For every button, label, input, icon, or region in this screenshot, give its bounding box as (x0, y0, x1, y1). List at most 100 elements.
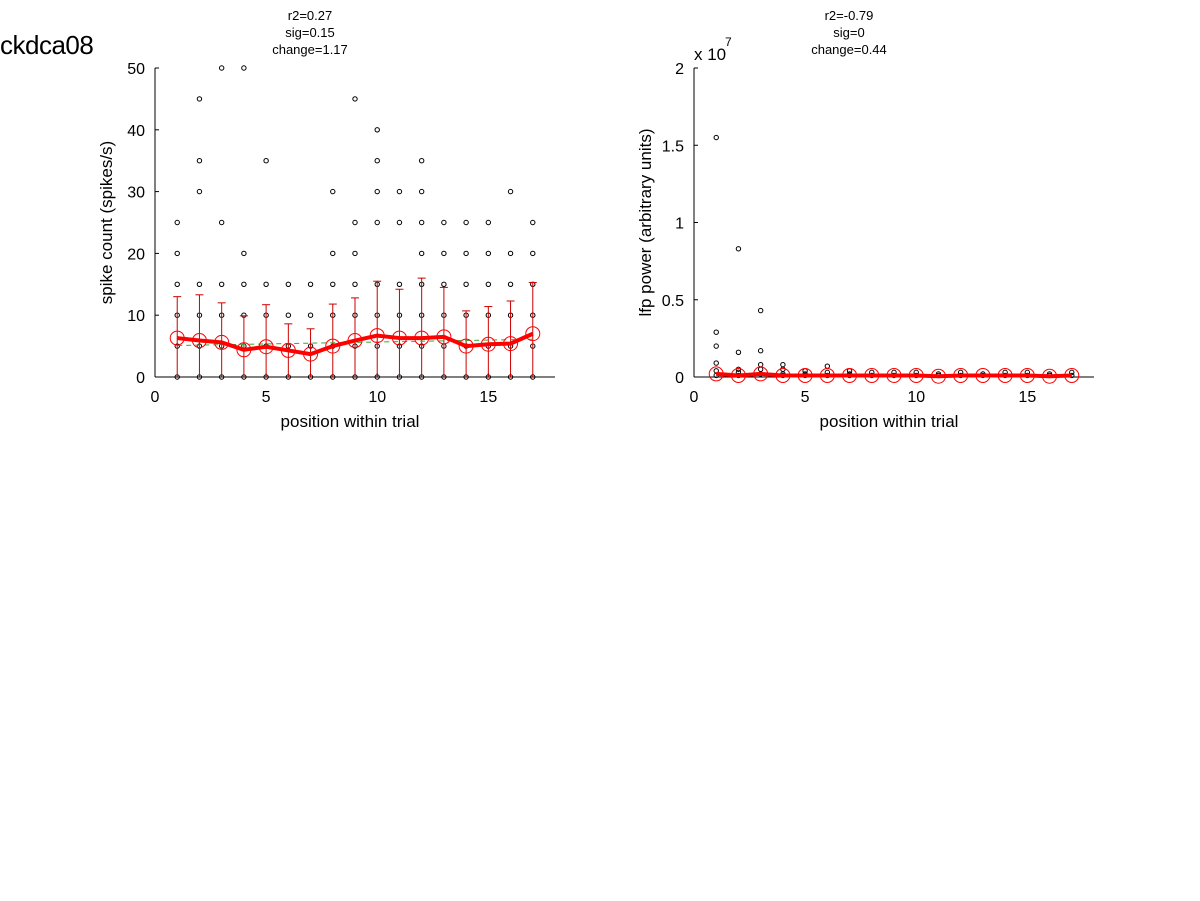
data-point (396, 281, 403, 287)
y-tick-label: 50 (127, 61, 145, 78)
mean-marker (369, 328, 385, 344)
mean-marker (730, 367, 746, 383)
chart-title-line: sig=0 (833, 25, 864, 40)
mean-marker (436, 329, 452, 345)
data-point (507, 188, 514, 195)
data-point (174, 281, 180, 287)
data-point (352, 219, 358, 226)
mean-line (716, 371, 1072, 379)
data-point (374, 219, 380, 226)
mean-marker (480, 336, 496, 352)
data-point (241, 281, 247, 287)
data-point (824, 363, 831, 369)
data-point (507, 250, 514, 257)
y-tick-label: 10 (127, 308, 145, 325)
mean-marker (236, 342, 252, 358)
data-point (374, 158, 380, 164)
mean-marker (391, 330, 407, 346)
x-axis-label: position within trial (820, 412, 959, 431)
data-point (218, 65, 225, 71)
spike-count-panel: r2=0.27 sig=0.15 change=1.17 0 5 10 15 0 10 20 30 4… (97, 8, 555, 431)
y-exponent-power: 7 (725, 35, 732, 49)
data-point (330, 281, 336, 287)
data-point (418, 188, 425, 195)
data-point (285, 281, 292, 287)
data-point (757, 366, 764, 372)
y-axis-label: lfp power (arbitrary units) (636, 128, 655, 316)
data-point (263, 281, 269, 287)
data-point (330, 188, 336, 195)
y-tick-label: 0.5 (662, 293, 684, 310)
data-point (196, 188, 203, 195)
chart-title-line: r2=0.27 (288, 8, 332, 23)
data-point (530, 219, 536, 226)
data-point (285, 312, 292, 318)
mean-marker (1019, 367, 1035, 383)
x-tick-label: 15 (1018, 389, 1036, 406)
mean-marker (258, 339, 274, 355)
mean-marker (169, 330, 185, 346)
mean-marker (864, 367, 880, 383)
data-point (418, 219, 425, 226)
y-tick-label: 0 (675, 370, 684, 387)
mean-marker (953, 367, 969, 383)
data-point (241, 250, 247, 257)
data-point (352, 250, 358, 257)
mean-marker (975, 367, 991, 383)
data-point (780, 361, 786, 368)
mean-marker (908, 367, 924, 383)
data-point (174, 219, 180, 226)
data-point (396, 188, 403, 195)
data-point (196, 158, 203, 164)
data-point (307, 281, 314, 287)
data-point (780, 366, 786, 372)
data-point (307, 312, 314, 318)
data-point (735, 246, 742, 252)
data-point (713, 360, 719, 366)
mean-marker (997, 367, 1013, 383)
y-tick-label: 1.5 (662, 138, 684, 155)
x-tick-label: 0 (151, 389, 160, 406)
mean-marker (191, 333, 207, 349)
y-tick-label: 2 (675, 61, 684, 78)
data-point (418, 250, 425, 257)
data-point (485, 219, 492, 226)
data-point (757, 348, 764, 354)
mean-marker (753, 366, 769, 382)
mean-marker (325, 338, 341, 354)
data-point (463, 250, 469, 257)
data-point (263, 158, 269, 164)
mean-marker (842, 367, 858, 383)
data-point (530, 250, 536, 257)
y-tick-label: 1 (675, 216, 684, 233)
data-point (241, 65, 247, 71)
x-tick-label: 15 (479, 389, 497, 406)
data-point (463, 281, 469, 287)
mean-marker (303, 346, 319, 362)
data-point (196, 281, 203, 287)
chart-title-line: sig=0.15 (285, 25, 335, 40)
data-point (441, 281, 447, 287)
y-axis-label: spike count (spikes/s) (97, 141, 116, 304)
mean-marker (1064, 367, 1080, 383)
x-tick-label: 5 (262, 389, 271, 406)
mean-marker (503, 336, 519, 352)
y-tick-label: 20 (127, 246, 145, 263)
chart-title-line: r2=-0.79 (825, 8, 874, 23)
data-point (418, 158, 425, 164)
data-point (218, 281, 225, 287)
y-tick-label: 0 (136, 370, 145, 387)
mean-marker (214, 334, 230, 350)
data-point (396, 219, 403, 226)
data-point (352, 96, 358, 102)
data-point (757, 307, 764, 314)
y-tick-label: 30 (127, 185, 145, 202)
x-tick-label: 5 (801, 389, 810, 406)
data-point (218, 219, 225, 226)
data-point (485, 281, 492, 287)
figure-title: ckdca08 (0, 30, 94, 60)
data-point (374, 127, 380, 133)
data-point (330, 250, 336, 257)
mean-marker (525, 326, 541, 342)
y-tick-label: 40 (127, 123, 145, 140)
